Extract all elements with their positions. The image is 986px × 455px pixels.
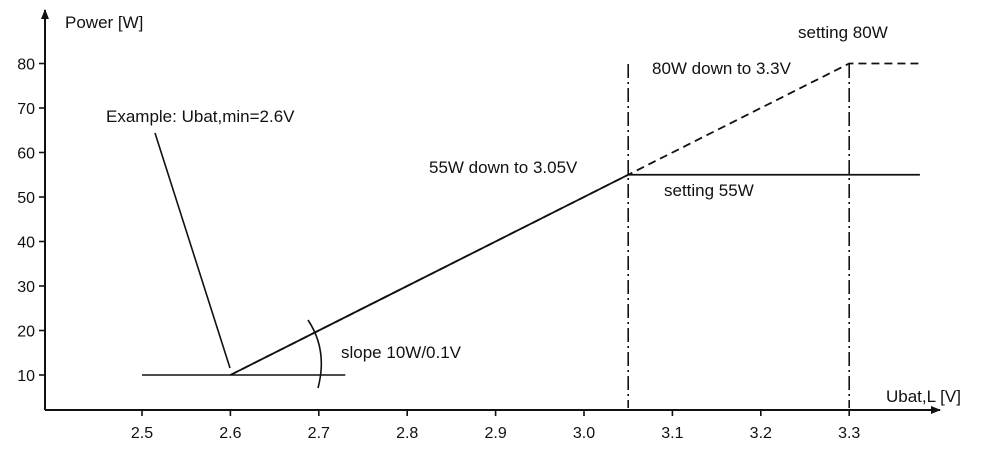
series-group (229, 62, 920, 376)
annotation-80w-down-to-3-3v: 80W down to 3.3V (652, 59, 792, 78)
series-line (229, 173, 920, 376)
y-tick-label: 10 (17, 368, 35, 385)
y-tick-label: 20 (17, 324, 35, 341)
x-tick-label: 3.2 (750, 425, 772, 442)
y-tick-label: 50 (17, 190, 35, 207)
y-tick-label: 60 (17, 146, 35, 163)
x-tick-label: 3.1 (661, 425, 683, 442)
x-tick-label: 2.8 (396, 425, 418, 442)
x-tick-label: 2.7 (308, 425, 330, 442)
y-ticks: 10 20 30 40 50 60 70 80 (17, 57, 45, 385)
y-tick-label: 80 (17, 57, 35, 74)
x-tick-label: 2.5 (131, 425, 153, 442)
y-tick-label: 30 (17, 279, 35, 296)
example-leader-line (154, 132, 231, 369)
x-tick-label: 3.3 (838, 425, 860, 442)
slope-angle-arc (307, 319, 323, 389)
annotation-setting-80w: setting 80W (798, 23, 888, 42)
x-tick-label: 2.9 (484, 425, 506, 442)
x-tick-label: 3.0 (573, 425, 595, 442)
annotation-example-ubat-min: Example: Ubat,min=2.6V (106, 107, 295, 126)
annotation-55w-down-to-3-05v: 55W down to 3.05V (429, 158, 578, 177)
annotation-setting-55w: setting 55W (664, 181, 754, 200)
x-axis-label: Ubat,L [V] (886, 387, 961, 406)
y-tick-label: 70 (17, 101, 35, 118)
y-axis-label: Power [W] (65, 13, 143, 32)
y-tick-label: 40 (17, 235, 35, 252)
annotation-slope: slope 10W/0.1V (341, 343, 462, 362)
x-ticks: 2.5 2.6 2.7 2.8 2.9 3.0 3.1 3.2 3.3 (131, 410, 860, 442)
vertical-marker-lines (627, 64, 851, 408)
series-line (229, 62, 920, 376)
x-tick-label: 2.6 (219, 425, 241, 442)
